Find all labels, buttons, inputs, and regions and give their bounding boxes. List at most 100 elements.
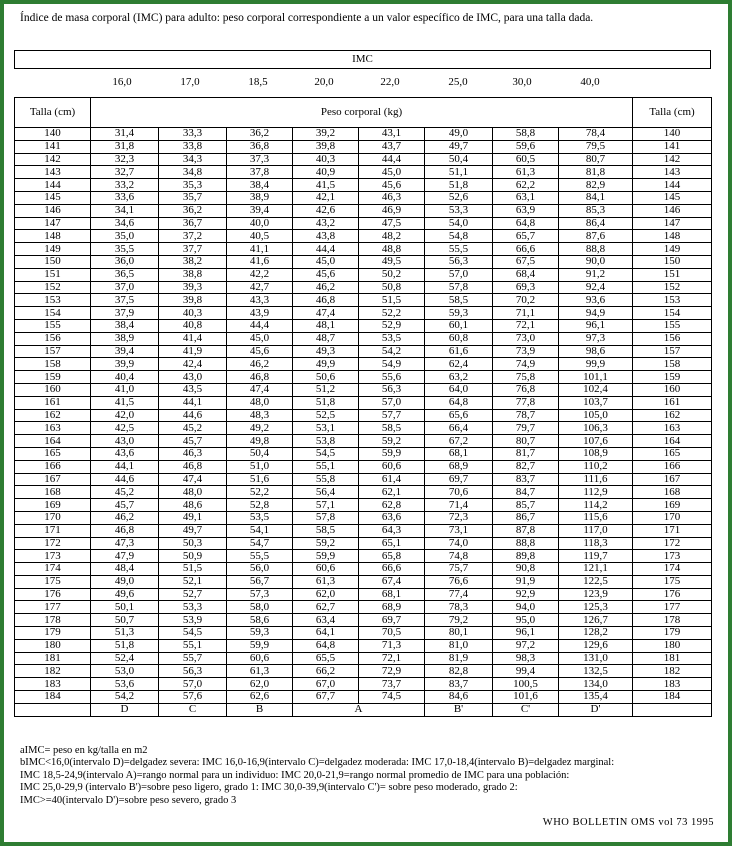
height-cell: 158 [14,357,91,372]
table-row: 174 48,4 51,5 56,0 60,6 66,6 75,7 90,8 121,1 174 [14,562,713,576]
height-cell-right: 174 [632,562,713,576]
weight-cell: 110,2 [557,459,634,474]
interval-label: A [292,702,425,717]
weight-cell: 56,3 [424,254,493,269]
weight-cell: 58,5 [292,523,359,538]
weight-cell: 58,5 [358,421,425,436]
table-row: 142 32,3 34,3 37,3 40,3 44,4 50,4 60,5 80,7 142 [14,152,713,167]
weight-cell: 34,1 [90,203,159,218]
height-cell: 177 [14,600,91,615]
weight-cell: 129,6 [557,638,634,653]
bmi-value: 22,0 [380,76,400,88]
weight-cell: 41,5 [90,395,159,410]
weight-cell: 50,8 [358,280,425,295]
weight-cell: 51,2 [292,382,359,397]
height-cell: 156 [14,331,91,346]
weight-cell: 43,0 [158,370,227,384]
weight-cell: 89,8 [492,549,559,564]
weight-cell: 33,8 [158,139,227,154]
weight-cell: 38,9 [90,331,159,346]
weight-cell: 41,9 [158,344,227,359]
weight-cell: 51,6 [226,472,293,487]
weight-cell: 44,1 [90,459,159,474]
height-cell: 144 [14,178,91,192]
bmi-value: 30,0 [512,76,532,88]
height-cell-right: 184 [632,690,713,704]
weight-cell: 41,1 [226,242,293,256]
weight-cell: 46,3 [358,190,425,205]
weight-cell: 37,7 [158,242,227,256]
bmi-value: 40,0 [580,76,600,88]
height-cell-right: 182 [632,664,713,679]
weight-cell: 76,6 [424,574,493,589]
interval-blank-cell [14,702,91,717]
weight-cell: 43,8 [292,229,359,244]
weight-cell: 46,2 [292,280,359,295]
interval-label: C' [492,702,559,717]
bmi-value: 16,0 [112,76,132,88]
weight-cell: 47,3 [90,536,159,551]
height-cell: 155 [14,318,91,333]
weight-cell: 63,6 [358,510,425,525]
table-row: 172 47,3 50,3 54,7 59,2 65,1 74,0 88,8 118,3 172 [14,536,713,551]
weight-cell: 62,8 [358,498,425,512]
weight-cell: 41,4 [158,331,227,346]
weight-cell: 78,4 [557,127,634,141]
weight-cell: 48,8 [358,242,425,256]
weight-cell: 64,3 [358,523,425,538]
weight-cell: 72,3 [424,510,493,525]
table-row: 180 51,8 55,1 59,9 64,8 71,3 81,0 97,2 129,6 180 [14,638,713,653]
height-cell: 169 [14,498,91,512]
height-cell: 141 [14,139,91,154]
weight-cell: 79,7 [492,421,559,436]
weight-cell: 66,6 [358,562,425,576]
weight-cell: 37,8 [226,165,293,180]
interval-label: D' [557,702,634,717]
height-cell-right: 140 [632,127,713,141]
weight-cell: 70,2 [492,293,559,308]
weight-cell: 52,2 [358,306,425,320]
weight-cell: 50,1 [90,600,159,615]
weight-cell: 56,0 [226,562,293,576]
weight-cell: 94,0 [492,600,559,615]
weight-cell: 60,1 [424,318,493,333]
weight-cell: 72,9 [358,664,425,679]
height-cell: 184 [14,690,91,704]
weight-cell: 98,6 [557,344,634,359]
weight-cell: 57,0 [358,395,425,410]
weight-cell: 48,0 [226,395,293,410]
height-cell: 170 [14,510,91,525]
weight-cell: 60,8 [424,331,493,346]
height-cell-right: 164 [632,434,713,448]
weight-cell: 119,7 [557,549,634,564]
weight-cell: 74,0 [424,536,493,551]
height-cell: 163 [14,421,91,436]
weight-cell: 64,1 [292,626,359,640]
table-row: 156 38,9 41,4 45,0 48,7 53,5 60,8 73,0 97,3 156 [14,331,713,346]
weight-cell: 52,2 [226,485,293,500]
weight-cell: 79,5 [557,139,634,154]
weight-cell: 37,2 [158,229,227,244]
weight-cell: 57,8 [292,510,359,525]
height-cell: 157 [14,344,91,359]
weight-cell: 39,8 [292,139,359,154]
weight-cell: 49,1 [158,510,227,525]
bmi-values-row: 16,0 17,0 18,5 20,0 22,0 25,0 30,0 40,0 [90,74,710,90]
height-cell-right: 161 [632,395,713,410]
weight-cell: 45,7 [158,434,227,448]
weight-cell: 103,7 [557,395,634,410]
weight-cell: 81,9 [424,651,493,666]
weight-cell: 79,2 [424,613,493,628]
weight-cell: 42,1 [292,190,359,205]
weight-cell: 62,4 [424,357,493,372]
table-row: 159 40,4 43,0 46,8 50,6 55,6 63,2 75,8 101,1 159 [14,370,713,384]
weight-cell: 58,0 [226,600,293,615]
weight-cell: 45,0 [292,254,359,269]
table-row: 181 52,4 55,7 60,6 65,5 72,1 81,9 98,3 131,0 181 [14,651,713,666]
weight-cell: 54,7 [226,536,293,551]
height-cell-right: 145 [632,190,713,205]
height-cell: 168 [14,485,91,500]
table-caption: Índice de masa corporal (IMC) para adult… [20,12,594,24]
table-row: 149 35,5 37,7 41,1 44,4 48,8 55,5 66,6 88,8 149 [14,242,713,256]
weight-cell: 59,9 [226,638,293,653]
